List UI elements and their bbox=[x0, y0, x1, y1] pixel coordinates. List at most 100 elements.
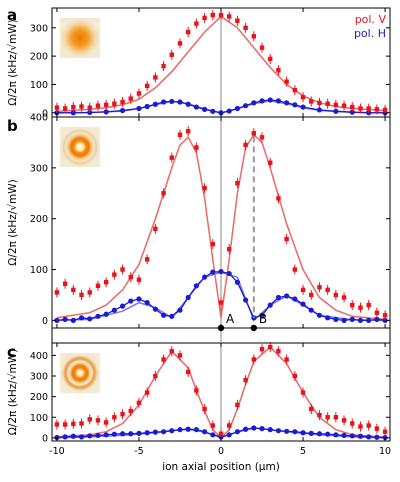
data-point-pol-v bbox=[276, 196, 281, 201]
data-point-pol-h bbox=[349, 433, 355, 439]
data-point-pol-h bbox=[201, 274, 208, 280]
x-tick-label: 10 bbox=[379, 446, 391, 457]
data-point-pol-h bbox=[103, 432, 109, 438]
data-point-pol-v bbox=[382, 107, 388, 113]
data-point-pol-v bbox=[87, 417, 92, 422]
data-point-pol-v bbox=[268, 56, 273, 62]
data-point-pol-h bbox=[234, 105, 241, 112]
data-point-pol-h bbox=[325, 431, 331, 437]
data-point-pol-h bbox=[193, 104, 199, 110]
data-point-pol-v bbox=[382, 313, 388, 318]
data-point-pol-v bbox=[374, 310, 380, 315]
data-point-pol-h bbox=[185, 101, 191, 107]
data-point-pol-v bbox=[309, 292, 314, 298]
data-point-pol-v bbox=[144, 390, 150, 395]
data-point-pol-v bbox=[358, 424, 363, 429]
marker-dot-a bbox=[217, 324, 225, 332]
data-point-pol-v bbox=[87, 105, 92, 110]
data-point-pol-h bbox=[333, 108, 339, 114]
data-point-pol-v bbox=[284, 236, 289, 242]
data-point-pol-v bbox=[259, 135, 265, 140]
data-point-pol-v bbox=[177, 353, 183, 358]
y-tick-label: 100 bbox=[30, 80, 48, 91]
data-point-pol-v bbox=[300, 94, 306, 100]
data-point-pol-v bbox=[103, 420, 109, 425]
data-point-pol-v bbox=[194, 388, 199, 393]
data-point-pol-v bbox=[235, 18, 240, 23]
data-point-pol-h bbox=[62, 434, 68, 440]
data-point-pol-v bbox=[153, 226, 158, 232]
data-point-pol-v bbox=[317, 100, 322, 106]
data-point-pol-v bbox=[227, 423, 232, 428]
data-point-pol-v bbox=[194, 21, 199, 26]
y-tick-label: 0 bbox=[42, 316, 48, 327]
data-point-pol-h bbox=[308, 307, 314, 313]
beam-profile-image bbox=[60, 353, 100, 393]
data-point-pol-v bbox=[382, 429, 388, 434]
data-point-pol-h bbox=[316, 431, 323, 437]
marker-dot-b bbox=[250, 324, 258, 332]
data-point-pol-h bbox=[308, 430, 314, 436]
data-point-pol-h bbox=[103, 109, 109, 115]
data-point-pol-v bbox=[79, 104, 84, 109]
y-tick-label: 0 bbox=[42, 433, 48, 444]
fit-curve-v bbox=[56, 133, 386, 321]
data-point-pol-v bbox=[227, 246, 232, 252]
y-axis-label: Ω/2π (kHz/√mW) bbox=[7, 19, 19, 105]
panel-c: 0 100 200 300 400 -10 -5 0 5 10 Ω/2π (kHz/√mW)c bbox=[7, 342, 391, 457]
data-point-pol-h bbox=[349, 109, 355, 115]
data-point-pol-v bbox=[218, 12, 224, 18]
data-point-pol-v bbox=[95, 103, 101, 108]
data-point-pol-h bbox=[275, 294, 282, 301]
data-point-pol-h bbox=[54, 110, 60, 116]
data-point-pol-v bbox=[341, 103, 347, 108]
data-point-pol-h bbox=[201, 106, 208, 112]
data-point-pol-h bbox=[119, 107, 126, 114]
data-point-pol-v bbox=[161, 191, 166, 196]
data-point-pol-h bbox=[136, 296, 142, 302]
data-point-pol-h bbox=[177, 99, 183, 105]
data-point-pol-h bbox=[144, 103, 150, 110]
data-point-pol-h bbox=[300, 104, 306, 110]
data-point-pol-v bbox=[309, 406, 314, 412]
data-point-pol-v bbox=[259, 45, 265, 50]
data-point-pol-v bbox=[54, 422, 60, 427]
panel-label: c bbox=[7, 343, 16, 361]
data-point-pol-v bbox=[136, 400, 142, 406]
data-point-pol-h bbox=[374, 434, 380, 440]
data-point-pol-v bbox=[71, 104, 76, 110]
y-tick-label: 400 bbox=[30, 113, 48, 124]
y-tick-label: 100 bbox=[30, 413, 48, 424]
data-point-pol-v bbox=[210, 12, 215, 18]
data-point-pol-v bbox=[251, 357, 257, 362]
data-point-pol-v bbox=[325, 101, 330, 106]
y-axis-label: Ω/2π (kHz/√mW) bbox=[7, 349, 19, 435]
data-point-pol-h bbox=[267, 302, 273, 308]
data-point-pol-v bbox=[366, 302, 371, 308]
data-point-pol-v bbox=[54, 105, 60, 110]
data-point-pol-v bbox=[333, 102, 339, 108]
y-tick-label: 200 bbox=[30, 392, 48, 403]
data-point-pol-h bbox=[54, 317, 60, 323]
data-point-pol-v bbox=[112, 272, 117, 277]
data-point-pol-h bbox=[259, 312, 265, 318]
data-point-pol-v bbox=[144, 257, 150, 262]
data-point-pol-v bbox=[300, 287, 306, 293]
data-point-pol-h bbox=[292, 429, 298, 435]
data-point-pol-h bbox=[87, 316, 93, 322]
data-point-pol-v bbox=[128, 274, 133, 280]
data-point-pol-h bbox=[62, 316, 68, 322]
data-point-pol-h bbox=[70, 110, 76, 116]
data-point-pol-h bbox=[218, 110, 224, 116]
data-point-pol-h bbox=[341, 317, 347, 323]
data-point-pol-h bbox=[300, 301, 306, 307]
data-point-pol-v bbox=[218, 431, 224, 436]
data-point-pol-v bbox=[71, 421, 76, 427]
data-point-pol-v bbox=[341, 295, 347, 300]
data-point-pol-v bbox=[202, 406, 207, 412]
data-point-pol-v bbox=[374, 426, 380, 431]
x-tick-label: -10 bbox=[49, 446, 65, 457]
data-point-pol-v bbox=[317, 285, 322, 290]
data-point-pol-h bbox=[169, 428, 175, 434]
data-point-pol-v bbox=[358, 106, 363, 111]
